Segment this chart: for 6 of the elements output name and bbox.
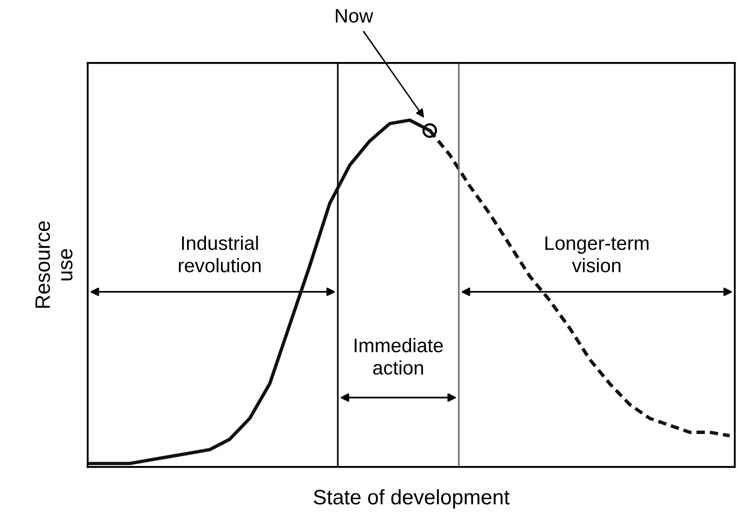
text: Now (336, 9, 374, 23)
y-axis-title: Resource use (35, 221, 72, 308)
annotation: Industrial revolution (178, 236, 261, 272)
annotation: Immediate action (354, 338, 443, 375)
annotation: Longer-term vision (545, 236, 648, 272)
x-axis-title: State of development (314, 489, 510, 509)
